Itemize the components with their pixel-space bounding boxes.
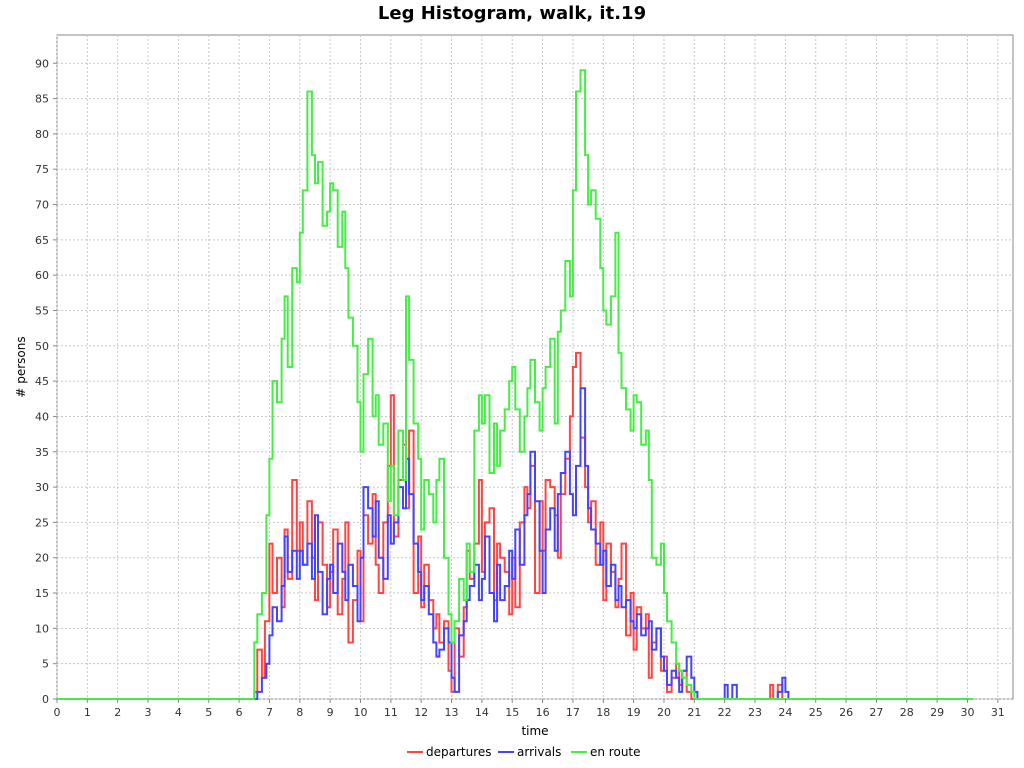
x-tick-label: 27 (869, 706, 883, 719)
y-tick-label: 10 (35, 622, 49, 635)
y-tick-label: 70 (35, 199, 49, 212)
y-tick-label: 45 (35, 375, 49, 388)
y-tick-label: 30 (35, 481, 49, 494)
y-tick-label: 0 (42, 693, 49, 706)
x-tick-label: 29 (930, 706, 944, 719)
x-tick-label: 8 (296, 706, 303, 719)
y-tick-label: 25 (35, 516, 49, 529)
y-tick-label: 55 (35, 304, 49, 317)
x-tick-label: 14 (475, 706, 489, 719)
y-tick-label: 20 (35, 552, 49, 565)
series-line-en-route (57, 69, 974, 700)
chart-title: Leg Histogram, walk, it.19 (377, 3, 647, 24)
y-tick-label: 50 (35, 340, 49, 353)
x-tick-label: 31 (991, 706, 1005, 719)
x-tick-label: 7 (266, 706, 273, 719)
y-tick-label: 75 (35, 163, 49, 176)
x-tick-label: 3 (145, 706, 152, 719)
x-tick-label: 17 (566, 706, 580, 719)
x-tick-label: 2 (114, 706, 121, 719)
y-tick-label: 35 (35, 446, 49, 459)
x-tick-label: 20 (657, 706, 671, 719)
x-tick-label: 28 (900, 706, 914, 719)
y-axis-label: # persons (14, 336, 28, 397)
x-tick-label: 24 (778, 706, 792, 719)
x-tick-label: 11 (384, 706, 398, 719)
x-tick-label: 0 (54, 706, 61, 719)
x-tick-label: 21 (687, 706, 701, 719)
series-layer (57, 69, 974, 700)
y-tick-label: 15 (35, 587, 49, 600)
x-tick-label: 15 (505, 706, 519, 719)
x-tick-label: 5 (205, 706, 212, 719)
x-tick-label: 12 (414, 706, 428, 719)
x-tick-label: 16 (536, 706, 550, 719)
x-tick-label: 9 (327, 706, 334, 719)
x-axis-label: time (521, 724, 548, 738)
legend-label-departures: departures (426, 745, 492, 759)
y-tick-label: 80 (35, 128, 49, 141)
x-tick-label: 26 (839, 706, 853, 719)
x-tick-label: 22 (718, 706, 732, 719)
x-tick-label: 23 (748, 706, 762, 719)
axis-layer: 0 1 2 3 4 5 6 7 8 9 10 11 12 13 14 15 16 17 18 19 20 21 22 23 24… (35, 57, 1005, 719)
y-tick-label: 5 (42, 658, 49, 671)
x-tick-label: 1 (84, 706, 91, 719)
y-tick-label: 60 (35, 269, 49, 282)
legend-label-arrivals: arrivals (517, 745, 561, 759)
y-tick-label: 90 (35, 57, 49, 70)
x-tick-label: 10 (353, 706, 367, 719)
legend-label-en-route: en route (590, 745, 641, 759)
x-tick-label: 19 (627, 706, 641, 719)
x-tick-label: 6 (236, 706, 243, 719)
x-tick-label: 4 (175, 706, 182, 719)
x-tick-label: 25 (809, 706, 823, 719)
y-tick-label: 40 (35, 410, 49, 423)
y-tick-label: 85 (35, 93, 49, 106)
x-tick-label: 30 (960, 706, 974, 719)
x-tick-label: 13 (445, 706, 459, 719)
series-line-arrivals (57, 387, 974, 700)
legend: departures arrivals en route (407, 745, 641, 759)
y-tick-label: 65 (35, 234, 49, 247)
x-tick-label: 18 (596, 706, 610, 719)
